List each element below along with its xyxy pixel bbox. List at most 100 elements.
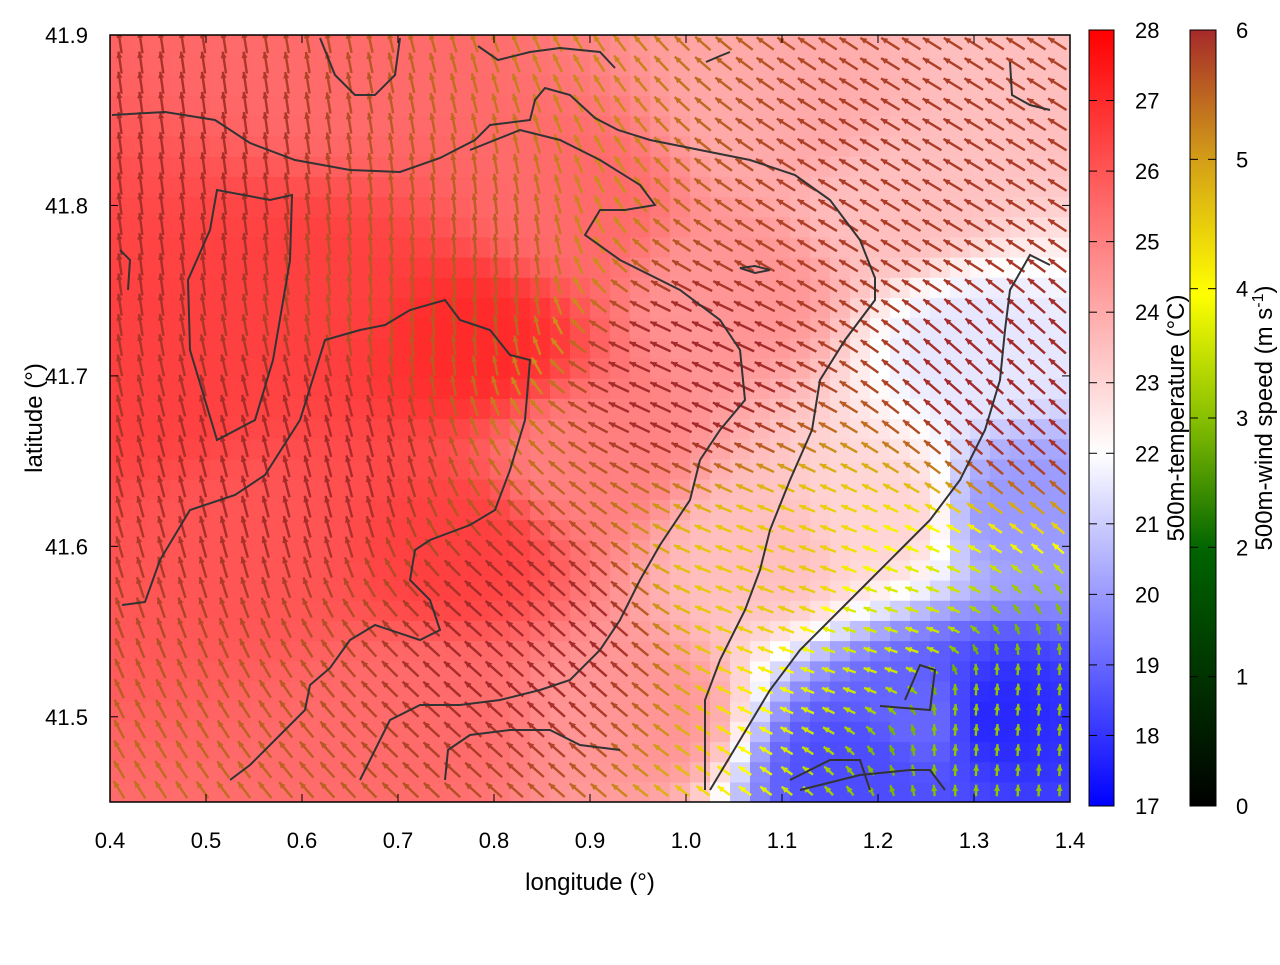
temperature-cell xyxy=(650,156,671,177)
temperature-cell xyxy=(970,701,991,722)
temperature-cell xyxy=(530,196,551,217)
temperature-cell xyxy=(210,96,231,117)
temperature-cell xyxy=(950,75,971,96)
temperature-cell xyxy=(550,297,571,318)
temperature-cell xyxy=(670,701,691,722)
temperature-cell xyxy=(210,176,231,197)
temperature-cell xyxy=(630,35,651,56)
temperature-cell xyxy=(210,55,231,76)
temperature-cell xyxy=(970,762,991,783)
temperature-cell xyxy=(650,35,671,56)
temperature-cell xyxy=(510,237,531,258)
temperature-cell xyxy=(690,196,711,217)
temperature-cell xyxy=(970,641,991,662)
temperature-cell xyxy=(630,499,651,520)
temperature-cell xyxy=(670,681,691,702)
temperature-cell xyxy=(1030,620,1051,641)
temperature-cell xyxy=(950,741,971,762)
temperature-cell xyxy=(990,338,1011,359)
temperature-cell xyxy=(970,721,991,742)
temperature-cell xyxy=(950,721,971,742)
temperature-cell xyxy=(310,620,331,641)
temperature-cell xyxy=(1010,499,1031,520)
temperature-cell xyxy=(190,55,211,76)
temperature-cell xyxy=(550,277,571,298)
temperature-cell xyxy=(990,419,1011,440)
temperature-cell xyxy=(670,378,691,399)
temperature-cell xyxy=(670,55,691,76)
temperature-cell xyxy=(1010,721,1031,742)
temperature-cell xyxy=(670,661,691,682)
temperature-cell xyxy=(670,196,691,217)
temperature-cell xyxy=(690,156,711,177)
temperature-cell xyxy=(670,519,691,540)
temperature-cell xyxy=(850,762,871,783)
temperature-cell xyxy=(670,318,691,339)
temperature-cell xyxy=(210,136,231,157)
temperature-cell xyxy=(550,318,571,339)
temperature-cell xyxy=(650,721,671,742)
temperature-cell xyxy=(650,499,671,520)
temperature-cell xyxy=(510,277,531,298)
temperature-cell xyxy=(810,459,831,480)
temperature-cell xyxy=(650,560,671,581)
temperature-cell xyxy=(670,580,691,601)
temperature-cell xyxy=(650,741,671,762)
temperature-cell xyxy=(650,55,671,76)
temperature-cell xyxy=(190,156,211,177)
temperature-cell xyxy=(650,782,671,803)
temperature-cell xyxy=(810,479,831,500)
temperature-cell xyxy=(970,741,991,762)
temperature-cell xyxy=(990,681,1011,702)
temperature-cell xyxy=(510,580,531,601)
temperature-cell xyxy=(310,580,331,601)
temperature-cell xyxy=(650,318,671,339)
temperature-cell xyxy=(670,762,691,783)
temperature-cell xyxy=(950,782,971,803)
temperature-cell xyxy=(510,196,531,217)
temperature-cell xyxy=(990,479,1011,500)
temperature-cell xyxy=(550,96,571,117)
temperature-cell xyxy=(990,661,1011,682)
temperature-cell xyxy=(970,519,991,540)
temperature-cell xyxy=(210,318,231,339)
temperature-cell xyxy=(990,600,1011,621)
temperature-cell xyxy=(190,176,211,197)
temperature-cell xyxy=(530,297,551,318)
temperature-cell xyxy=(510,701,531,722)
temperature-cell xyxy=(630,277,651,298)
temperature-cell xyxy=(990,782,1011,803)
temperature-cell xyxy=(550,257,571,278)
temperature-cell xyxy=(210,257,231,278)
temperature-cell xyxy=(190,75,211,96)
temperature-cell xyxy=(650,519,671,540)
temperature-cell xyxy=(550,156,571,177)
temperature-cell xyxy=(310,681,331,702)
temperature-cell xyxy=(370,217,391,238)
temperature-cell xyxy=(210,297,231,318)
temperature-cell xyxy=(650,580,671,601)
temperature-cell xyxy=(1010,701,1031,722)
temperature-cell xyxy=(950,701,971,722)
temperature-cell xyxy=(990,499,1011,520)
temperature-cell xyxy=(510,217,531,238)
temperature-cell xyxy=(670,116,691,137)
temperature-cell xyxy=(510,176,531,197)
temperature-cell xyxy=(1030,661,1051,682)
temperature-cell xyxy=(650,479,671,500)
temperature-cell xyxy=(330,741,351,762)
temperature-cell xyxy=(1010,519,1031,540)
temperature-cell xyxy=(950,237,971,258)
temperature-cell xyxy=(1010,641,1031,662)
temperature-cell xyxy=(950,35,971,56)
temperature-cell xyxy=(830,419,851,440)
temperature-cell xyxy=(670,35,691,56)
temperature-cell xyxy=(310,741,331,762)
temperature-cell xyxy=(550,217,571,238)
temperature-cell xyxy=(370,176,391,197)
temperature-cell xyxy=(810,338,831,359)
temperature-cell xyxy=(990,620,1011,641)
temperature-cell xyxy=(990,741,1011,762)
temperature-cell xyxy=(1010,762,1031,783)
temperature-cell xyxy=(530,176,551,197)
